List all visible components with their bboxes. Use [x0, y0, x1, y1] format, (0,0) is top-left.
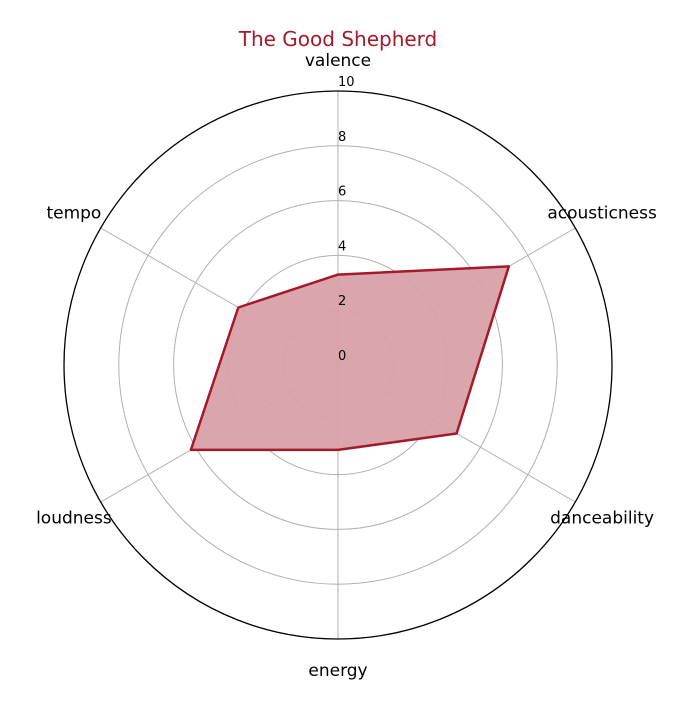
axis-label-energy: energy — [308, 661, 367, 681]
axis-label-danceability: danceability — [550, 509, 654, 529]
axis-labels: valence acousticness danceability energy lou… — [36, 51, 657, 681]
r-tick-label-1: 2 — [338, 294, 346, 309]
series-line-0 — [189, 265, 511, 452]
r-tick-label-3: 6 — [338, 185, 346, 200]
axis-label-acousticness: acousticness — [547, 204, 657, 224]
series-area-0 — [190, 266, 509, 450]
data-layer — [189, 265, 511, 452]
r-tick-label-4: 8 — [338, 130, 346, 145]
radial-ticks: 0 2 4 6 8 10 — [338, 75, 355, 364]
outer-frame — [63, 90, 613, 640]
axis-label-loudness: loudness — [36, 509, 112, 529]
axis-label-tempo: tempo — [46, 204, 101, 224]
chart-title: The Good Shepherd — [238, 27, 438, 51]
r-tick-label-0: 0 — [338, 349, 346, 364]
axis-label-valence: valence — [305, 51, 371, 71]
r-tick-label-5: 10 — [338, 75, 355, 90]
r-tick-label-2: 4 — [338, 239, 346, 254]
